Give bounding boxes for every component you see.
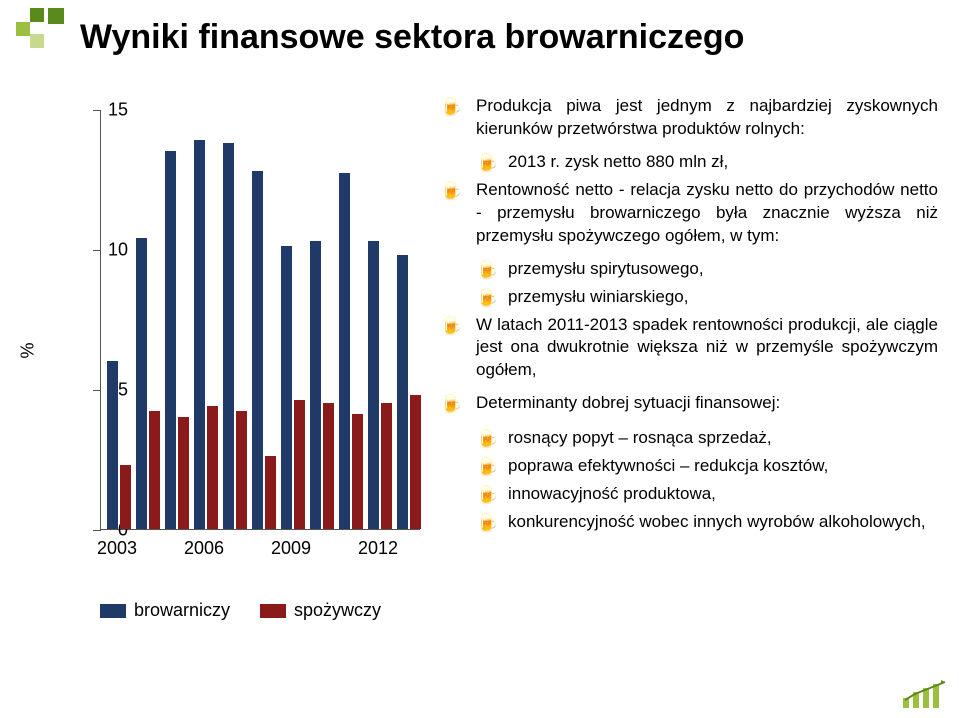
legend-item-spożywczy: spożywczy	[260, 600, 381, 621]
bar-spozywczy-2012	[381, 403, 392, 529]
bullet-2b: 🍺 przemysłu winiarskiego,	[476, 286, 938, 311]
corner-logo	[8, 8, 68, 50]
bullet-1-text: Produkcja piwa jest jednym z najbardziej…	[476, 95, 938, 141]
bar-spozywczy-2004	[149, 411, 160, 529]
bar-spozywczy-2009	[294, 400, 305, 529]
bar-spozywczy-2003	[120, 465, 131, 529]
chart-legend: browarniczy spożywczy	[100, 600, 381, 621]
beer-icon: 🍺	[440, 98, 462, 116]
x-tick-label: 2006	[179, 538, 229, 559]
legend-item-browarniczy: browarniczy	[100, 600, 230, 621]
bar-browarniczy-2010	[310, 241, 321, 529]
corner-chart-icon	[901, 678, 949, 710]
y-axis-label: %	[18, 342, 39, 358]
beer-icon: 🍺	[476, 261, 498, 279]
legend-swatch	[260, 604, 286, 618]
bullet-4d-text: konkurencyjność wobec innych wyrobów alk…	[508, 511, 938, 536]
beer-icon: 🍺	[476, 154, 498, 172]
bar-spozywczy-2011	[352, 414, 363, 529]
bullet-2: 🍺 Rentowność netto - relacja zysku netto…	[440, 179, 938, 248]
legend-label: spożywczy	[294, 600, 381, 621]
bullet-4b: 🍺 poprawa efektywności – redukcja kosztó…	[476, 455, 938, 480]
plot-area: 051015	[100, 110, 420, 530]
beer-icon: 🍺	[476, 430, 498, 448]
bar-browarniczy-2008	[252, 171, 263, 529]
bullet-4: 🍺 Determinanty dobrej sytuacji finansowe…	[440, 392, 938, 417]
bullet-3: 🍺 W latach 2011-2013 spadek rentowności …	[440, 314, 938, 383]
bullet-1a: 🍺 2013 r. zysk netto 880 mln zł,	[476, 151, 938, 176]
bullet-4d: 🍺 konkurencyjność wobec innych wyrobów a…	[476, 511, 938, 536]
beer-icon: 🍺	[476, 514, 498, 532]
y-tick-label: 15	[108, 100, 128, 121]
bullet-4c-text: innowacyjność produktowa,	[508, 483, 938, 508]
bullet-4a: 🍺 rosnący popyt – rosnąca sprzedaż,	[476, 427, 938, 452]
bullet-1: 🍺 Produkcja piwa jest jednym z najbardzi…	[440, 95, 938, 141]
beer-icon: 🍺	[440, 182, 462, 200]
bar-browarniczy-2003	[107, 361, 118, 529]
y-tick-label: 5	[118, 380, 128, 401]
bullet-4a-text: rosnący popyt – rosnąca sprzedaż,	[508, 427, 938, 452]
y-tick-label: 10	[108, 240, 128, 261]
bullet-4c: 🍺 innowacyjność produktowa,	[476, 483, 938, 508]
bar-browarniczy-2007	[223, 143, 234, 529]
bar-browarniczy-2006	[194, 140, 205, 529]
bar-browarniczy-2009	[281, 246, 292, 529]
x-tick-label: 2012	[353, 538, 403, 559]
bar-browarniczy-2005	[165, 151, 176, 529]
bar-spozywczy-2008	[265, 456, 276, 529]
bar-spozywczy-2010	[323, 403, 334, 529]
bar-spozywczy-2006	[207, 406, 218, 529]
bullet-4b-text: poprawa efektywności – redukcja kosztów,	[508, 455, 938, 480]
beer-icon: 🍺	[476, 289, 498, 307]
bullet-2b-text: przemysłu winiarskiego,	[508, 286, 938, 311]
x-tick-label: 2003	[92, 538, 142, 559]
beer-icon: 🍺	[440, 395, 462, 413]
bullet-2a: 🍺 przemysłu spirytusowego,	[476, 258, 938, 283]
bar-spozywczy-2007	[236, 411, 247, 529]
beer-icon: 🍺	[476, 458, 498, 476]
bullet-4-text: Determinanty dobrej sytuacji finansowej:	[476, 392, 938, 417]
bar-browarniczy-2011	[339, 173, 350, 529]
bar-browarniczy-2004	[136, 238, 147, 529]
page-title: Wyniki finansowe sektora browarniczego	[80, 18, 744, 57]
bullet-3-text: W latach 2011-2013 spadek rentowności pr…	[476, 314, 938, 383]
beer-icon: 🍺	[440, 317, 462, 335]
bar-spozywczy-2005	[178, 417, 189, 529]
beer-icon: 🍺	[476, 486, 498, 504]
bullet-2-text: Rentowność netto - relacja zysku netto d…	[476, 179, 938, 248]
bar-browarniczy-2012	[368, 241, 379, 529]
text-content: 🍺 Produkcja piwa jest jednym z najbardzi…	[440, 95, 938, 539]
bullet-2a-text: przemysłu spirytusowego,	[508, 258, 938, 283]
bar-chart: % 051015 2003200620092012	[60, 110, 430, 570]
legend-label: browarniczy	[134, 600, 230, 621]
bar-spozywczy-2013	[410, 395, 421, 529]
bullet-1a-text: 2013 r. zysk netto 880 mln zł,	[508, 151, 938, 176]
x-tick-label: 2009	[266, 538, 316, 559]
bar-browarniczy-2013	[397, 255, 408, 529]
legend-swatch	[100, 604, 126, 618]
